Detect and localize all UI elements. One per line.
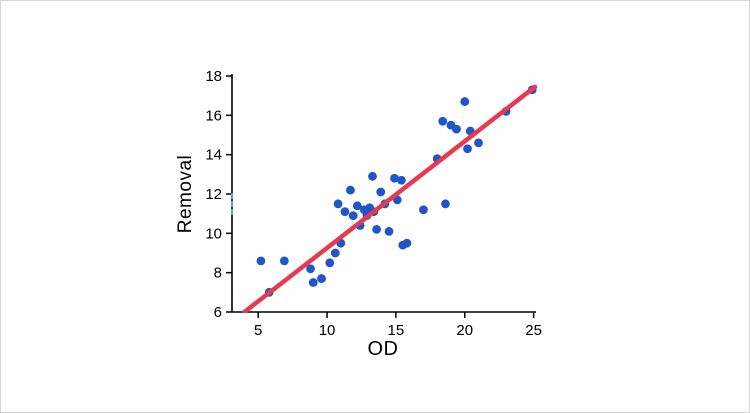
data-point (474, 138, 483, 148)
y-tick-label: 16 (205, 107, 222, 124)
data-point (279, 256, 289, 266)
data-point (306, 264, 315, 274)
data-point (308, 278, 318, 287)
x-tick-label: 25 (525, 322, 542, 339)
y-tick-label: 10 (205, 225, 222, 242)
data-point (348, 211, 358, 221)
data-point (384, 226, 394, 236)
y-tick-label: 12 (205, 186, 222, 203)
blue-dashed-artifact (231, 193, 233, 215)
data-point (376, 187, 386, 197)
data-point (317, 274, 326, 283)
y-axis-title: Removal (175, 154, 196, 234)
x-tick-label: 20 (456, 322, 473, 339)
data-point (368, 171, 377, 181)
data-point (346, 185, 355, 195)
x-axis-title: OD (367, 338, 399, 360)
data-point (340, 207, 350, 217)
x-tick-label: 5 (254, 322, 262, 339)
data-point (419, 205, 428, 215)
trend-line (242, 84, 538, 313)
data-point (438, 116, 448, 126)
data-point (352, 201, 362, 211)
data-point (397, 175, 406, 185)
data-point (390, 173, 399, 183)
data-point (372, 225, 382, 234)
data-point (402, 238, 412, 248)
data-point (256, 256, 266, 266)
x-tick-label: 10 (319, 322, 336, 339)
y-tick-label: 6 (214, 304, 222, 321)
data-point (333, 199, 343, 209)
data-point (463, 144, 472, 154)
x-tick-label: 15 (388, 322, 405, 339)
y-tick-label: 14 (205, 147, 222, 164)
y-tick-label: 8 (214, 265, 222, 282)
data-point (452, 124, 461, 134)
data-point (460, 97, 470, 106)
data-point (325, 258, 335, 268)
data-point (441, 199, 450, 209)
data-point (330, 248, 340, 258)
y-tick-label: 18 (205, 68, 222, 85)
